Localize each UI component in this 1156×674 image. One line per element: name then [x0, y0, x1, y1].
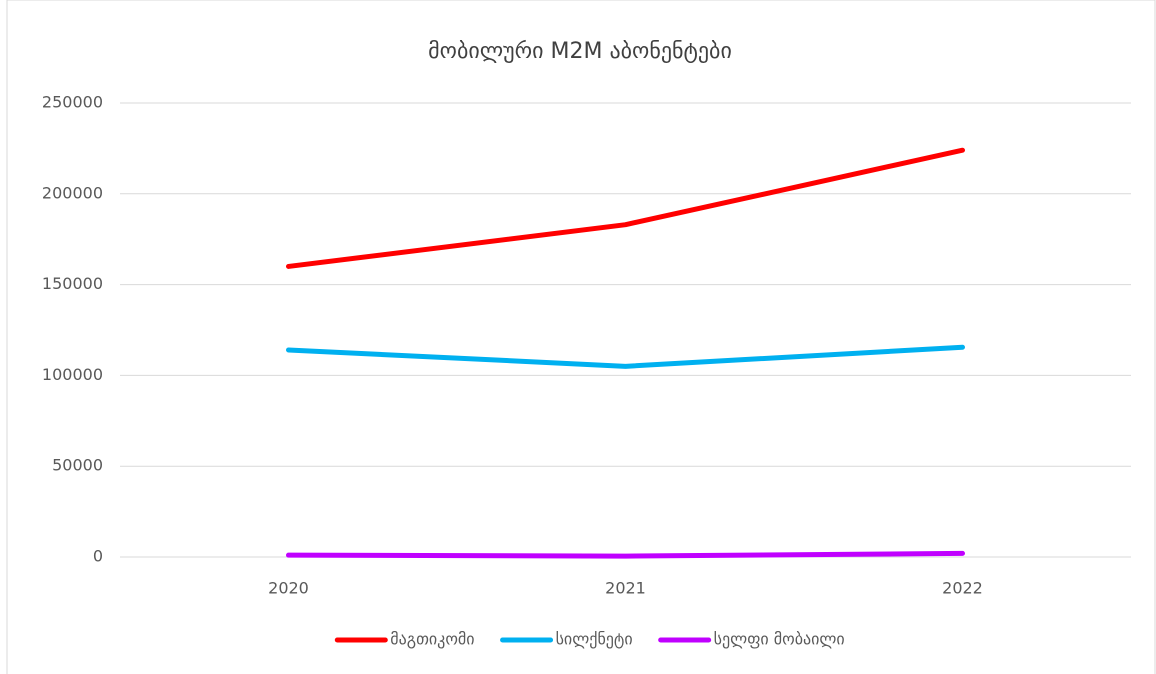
y-tick-label: 150000 — [42, 274, 103, 293]
x-tick-label: 2021 — [605, 579, 646, 598]
series-line — [286, 344, 965, 369]
y-tick-label: 0 — [93, 547, 103, 566]
legend-label: მაგთიკომი — [390, 630, 474, 649]
chart-frame — [6, 0, 1156, 674]
x-tick-label: 2022 — [942, 579, 983, 598]
series-line — [286, 550, 965, 559]
legend-label: სილქნეტი — [556, 630, 633, 649]
x-tick-label: 2020 — [268, 579, 309, 598]
y-tick-label: 50000 — [52, 456, 103, 475]
y-tick-label: 250000 — [42, 93, 103, 112]
chart-title: მობილური M2M აბონენტები — [428, 39, 732, 64]
y-tick-label: 200000 — [42, 183, 103, 202]
y-tick-label: 100000 — [42, 365, 103, 384]
legend-label: სელფი მობაილი — [714, 630, 845, 649]
series-line — [286, 147, 965, 269]
